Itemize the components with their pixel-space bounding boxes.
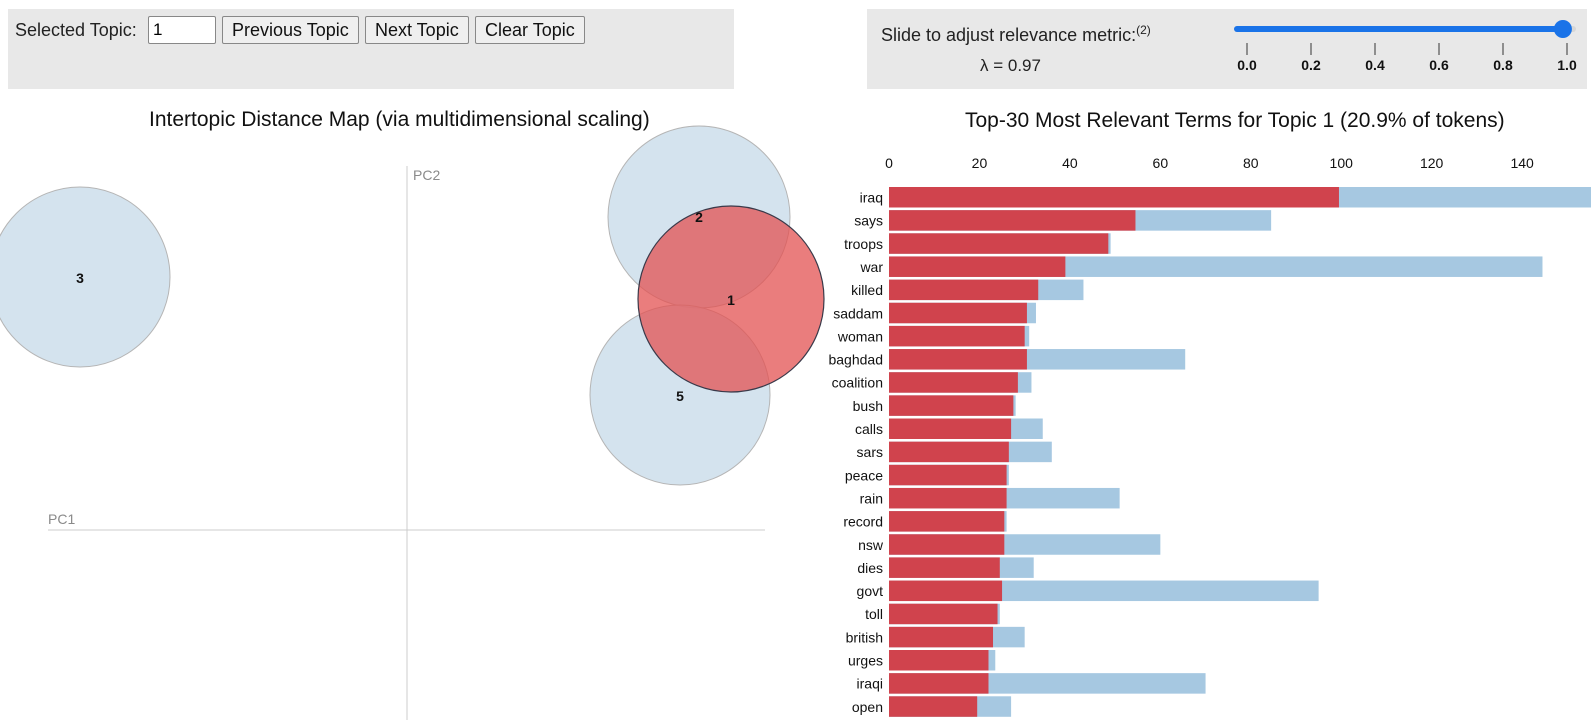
term-label[interactable]: rain bbox=[860, 490, 883, 506]
next-topic-button[interactable]: Next Topic bbox=[365, 16, 469, 44]
topic-label-1: 1 bbox=[727, 292, 735, 308]
term-label[interactable]: baghdad bbox=[828, 352, 883, 368]
topic-frequency-bar[interactable] bbox=[889, 395, 1014, 416]
topic-frequency-bar[interactable] bbox=[889, 464, 1007, 486]
slider-tick-label: 1.0 bbox=[1557, 57, 1577, 73]
topic-frequency-bar[interactable] bbox=[889, 534, 1005, 555]
term-label[interactable]: calls bbox=[855, 421, 883, 437]
topic-frequency-bar[interactable] bbox=[889, 650, 989, 671]
footnote-marker: (2) bbox=[1136, 23, 1151, 37]
term-label[interactable]: saddam bbox=[833, 305, 883, 321]
term-label[interactable]: says bbox=[854, 213, 883, 229]
topic-frequency-bar[interactable] bbox=[889, 349, 1027, 370]
map-title: Intertopic Distance Map (via multidimens… bbox=[149, 108, 650, 131]
term-bars bbox=[889, 187, 1591, 717]
topic-frequency-bar[interactable] bbox=[889, 511, 1005, 532]
topic-frequency-bar[interactable] bbox=[889, 187, 1339, 208]
topic-frequency-bar[interactable] bbox=[889, 418, 1012, 440]
term-label[interactable]: toll bbox=[865, 606, 883, 622]
term-label[interactable]: dies bbox=[857, 560, 883, 576]
topic-frequency-bar[interactable] bbox=[889, 557, 1000, 578]
x-tick-label: 60 bbox=[1153, 155, 1169, 171]
lambda-value-text: λ = 0.97 bbox=[980, 56, 1041, 75]
intertopic-distance-map: PC1 PC2 3 2 5 1 bbox=[0, 125, 825, 720]
term-label[interactable]: troops bbox=[844, 236, 883, 252]
topic-frequency-bar[interactable] bbox=[889, 302, 1027, 324]
selected-topic-input[interactable] bbox=[148, 16, 216, 44]
slider-thumb[interactable] bbox=[1553, 20, 1572, 38]
topic-frequency-bar[interactable] bbox=[889, 325, 1025, 347]
pc1-label: PC1 bbox=[48, 511, 75, 527]
term-label[interactable]: iraqi bbox=[857, 676, 883, 692]
term-label[interactable]: killed bbox=[851, 282, 883, 298]
term-label[interactable]: british bbox=[846, 629, 883, 645]
x-tick-label: 100 bbox=[1330, 155, 1354, 171]
term-label[interactable]: coalition bbox=[832, 375, 883, 391]
slider-tick-label: 0.8 bbox=[1493, 57, 1513, 73]
term-label[interactable]: woman bbox=[837, 328, 883, 344]
topic-circle-3[interactable]: 3 bbox=[0, 186, 171, 368]
x-tick-label: 140 bbox=[1510, 155, 1534, 171]
topic-frequency-bar[interactable] bbox=[889, 487, 1007, 509]
selected-topic-label: Selected Topic: bbox=[15, 20, 137, 40]
slider-ticks: 0.0 0.2 0.4 0.6 0.8 1.0 bbox=[1237, 43, 1577, 73]
x-tick-label: 20 bbox=[972, 155, 988, 171]
term-label[interactable]: bush bbox=[853, 398, 883, 414]
topic-frequency-bar[interactable] bbox=[889, 441, 1009, 463]
term-label[interactable]: nsw bbox=[858, 537, 884, 553]
topic-frequency-bar[interactable] bbox=[889, 372, 1018, 393]
topic-label-5: 5 bbox=[676, 388, 684, 404]
term-label[interactable]: record bbox=[843, 514, 883, 530]
topic-label-3: 3 bbox=[76, 270, 84, 286]
term-label[interactable]: war bbox=[859, 259, 883, 275]
x-tick-label: 0 bbox=[885, 155, 893, 171]
topic-frequency-bar[interactable] bbox=[889, 279, 1039, 301]
topic-frequency-bar[interactable] bbox=[889, 210, 1136, 231]
slider-tick-label: 0.6 bbox=[1429, 57, 1449, 73]
topic-frequency-bar[interactable] bbox=[889, 603, 998, 625]
clear-topic-button[interactable]: Clear Topic bbox=[475, 16, 585, 44]
topic-frequency-bar[interactable] bbox=[889, 580, 1003, 602]
pc2-label: PC2 bbox=[413, 167, 440, 183]
topic-frequency-bar[interactable] bbox=[889, 673, 989, 694]
x-tick-label: 40 bbox=[1062, 155, 1078, 171]
x-tick-label: 80 bbox=[1243, 155, 1259, 171]
term-label[interactable]: govt bbox=[857, 583, 884, 599]
topic-frequency-bar[interactable] bbox=[889, 696, 978, 717]
term-label[interactable]: sars bbox=[857, 444, 883, 460]
relevance-slider-label: Slide to adjust relevance metric:(2) bbox=[881, 23, 1151, 46]
x-axis-ticks: 0 20 40 60 80 100 120 140 bbox=[885, 155, 1534, 171]
term-labels: iraq says troops war killed saddam woman baghda… bbox=[828, 190, 883, 715]
x-tick-label: 120 bbox=[1420, 155, 1444, 171]
topic-frequency-bar[interactable] bbox=[889, 233, 1109, 254]
previous-topic-button[interactable]: Previous Topic bbox=[222, 16, 359, 44]
topic-label-2: 2 bbox=[695, 209, 703, 225]
topic-frequency-bar[interactable] bbox=[889, 626, 994, 648]
term-label[interactable]: peace bbox=[845, 467, 883, 483]
relevance-slider[interactable]: 0.0 0.2 0.4 0.6 0.8 1.0 bbox=[0, 0, 1591, 100]
relevance-slider-panel: Slide to adjust relevance metric:(2) λ =… bbox=[867, 9, 1587, 89]
relevance-label-text: Slide to adjust relevance metric: bbox=[881, 25, 1137, 45]
topic-circle-1[interactable] bbox=[637, 205, 825, 393]
term-label[interactable]: open bbox=[852, 699, 883, 715]
slider-tick-label: 0.0 bbox=[1237, 57, 1257, 73]
slider-tick-label: 0.2 bbox=[1301, 57, 1321, 73]
bar-chart-title: Top-30 Most Relevant Terms for Topic 1 (… bbox=[965, 109, 1505, 132]
topic-frequency-bar[interactable] bbox=[889, 256, 1066, 277]
term-label[interactable]: urges bbox=[848, 653, 883, 669]
term-label[interactable]: iraq bbox=[860, 190, 883, 206]
topic-control-panel: Selected Topic: Previous Topic Next Topi… bbox=[8, 9, 734, 89]
slider-tick-label: 0.4 bbox=[1365, 57, 1385, 73]
